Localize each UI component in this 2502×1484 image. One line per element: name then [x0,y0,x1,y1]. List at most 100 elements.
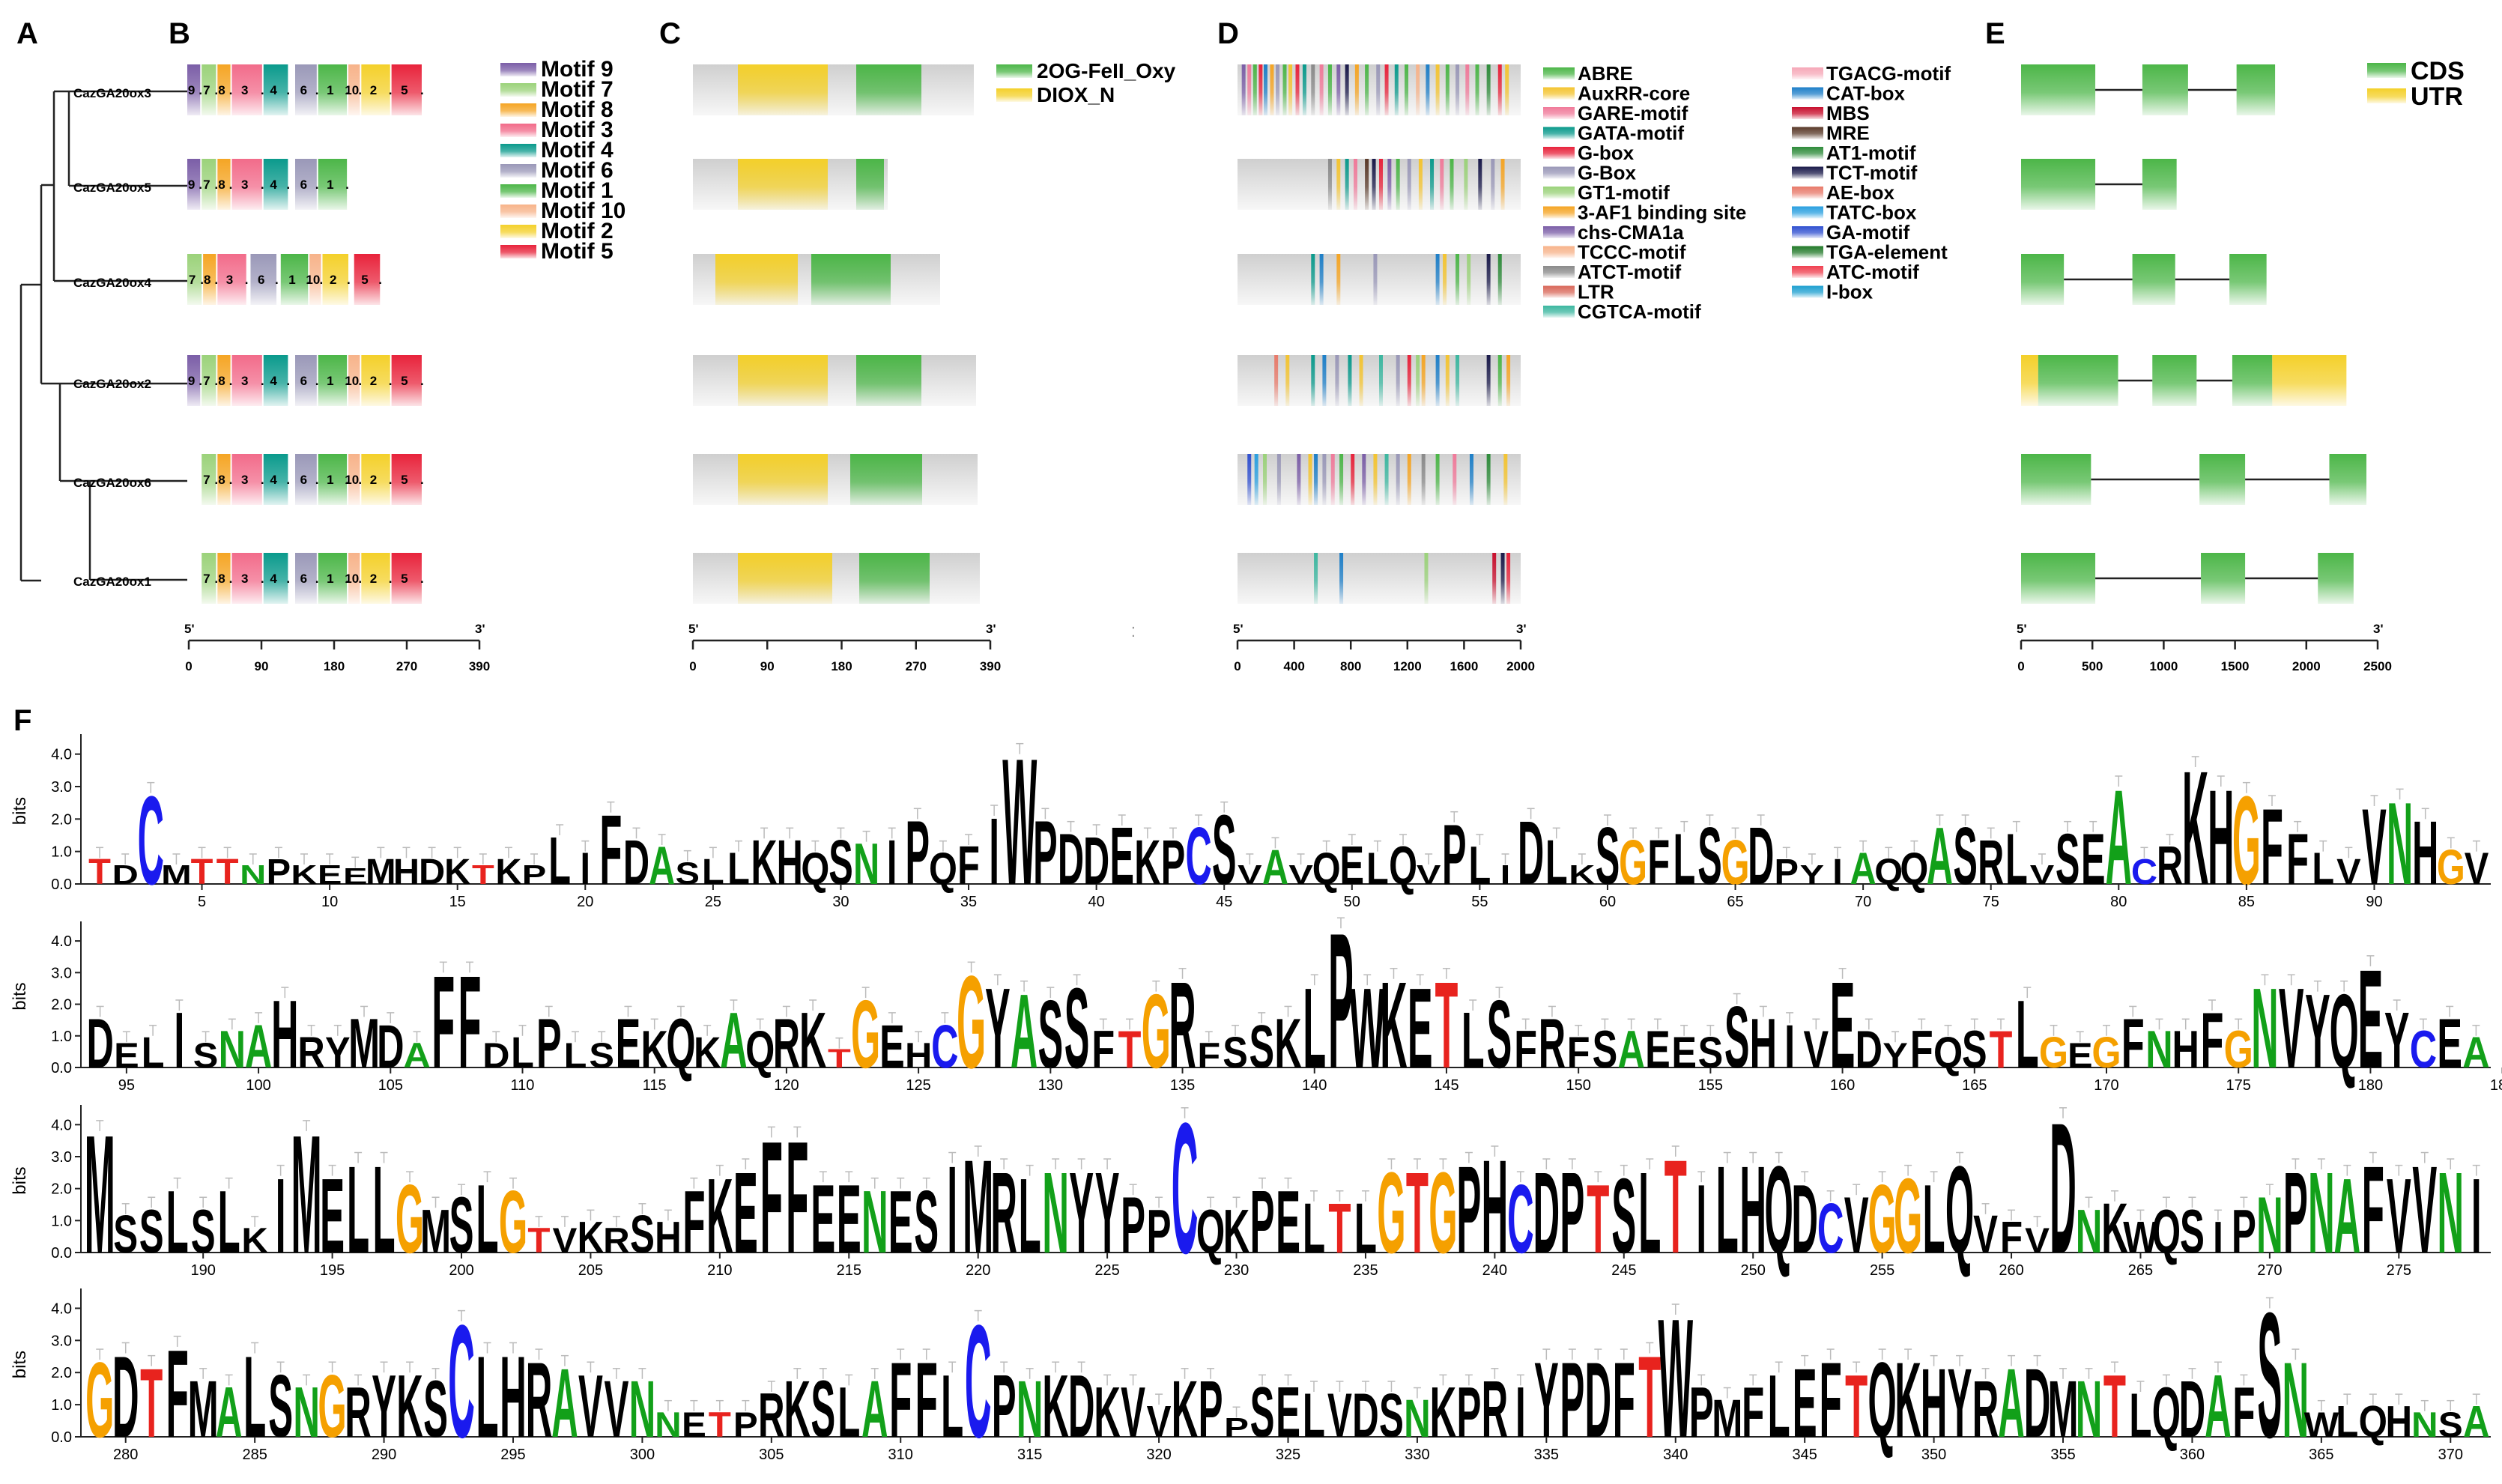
panel-label-d: D [1217,17,1239,50]
logo-residue: E [1408,965,1433,1093]
motif-box: 4. [263,355,290,406]
position-tick-label: 240 [1482,1262,1507,1279]
cds-box [2318,553,2354,604]
cis-element-mark [1445,64,1450,115]
promoter-row [1238,254,1521,305]
motif-number: 6 [300,178,307,192]
cis-legend-item: TGACG-motif [1792,62,1951,85]
position-tick-label: 280 [113,1447,138,1463]
logo-residue: A [2106,763,2132,914]
logo-residue: Y [325,1028,351,1076]
domain-legend-item: 2OG-FeII_Oxy [996,59,1176,82]
promoter-row [1238,553,1521,604]
motif-separator: . [286,572,290,586]
motif-box: 5. [391,553,424,604]
cis-legend-item: AuxRR-core [1543,82,1690,105]
axis-tick-label: 2000 [1506,659,1535,673]
logo-residue: A [1998,1348,2025,1458]
svg-text:TCT-motif: TCT-motif [1826,162,1918,184]
logo-residue: F [1091,1020,1115,1079]
motif-box: 2. [361,64,392,115]
svg-text:TATC-box: TATC-box [1826,202,1917,224]
cis-element-mark [1424,553,1429,604]
logo-residue: P [992,1357,1017,1456]
motif-separator: . [261,572,264,586]
motif-number: 3 [241,178,248,192]
domain-axis: 0 90 180 270 390 5' 3' [688,622,1001,673]
logo-residue: A [2463,1397,2490,1447]
logo-residue: K [495,852,521,892]
logo-residue: M [1712,1389,1742,1449]
motif-box: 1. [318,553,349,604]
logo-residue: A [649,836,675,897]
motif-separator: . [199,178,202,192]
logo-residue: H [777,827,803,897]
protein-domain-row [693,355,976,406]
motif-box: 7. [187,254,204,305]
motif-separator: . [345,178,349,192]
panel-label-a: A [16,17,38,50]
bits-tick-label: 1.0 [51,1397,72,1414]
motif-box: 3. [231,159,264,210]
motif-box: 2. [322,254,351,305]
position-tick-label: 10 [321,894,338,910]
gene-legend-item: CDS [2367,57,2465,85]
cds-box [2021,64,2096,115]
cds-box [2152,355,2197,406]
logo-residue: R [2157,836,2183,897]
motif-number: 3 [241,83,248,97]
motif-number: 1 [327,572,333,586]
cis-element-mark [1491,159,1495,210]
svg-text:Motif 6: Motif 6 [541,158,614,183]
cis-legend-item: AE-box [1792,181,1895,204]
cis-element-mark [1247,64,1252,115]
motif-box: 1. [280,254,310,305]
cis-element-mark [1274,355,1279,406]
cis-element-mark [1319,64,1324,115]
domain-legend-item: DIOX_N [996,83,1115,106]
motif-separator: . [229,473,233,487]
position-tick-label: 290 [372,1447,396,1463]
motif-box: 7. [202,64,218,115]
logo-residue: P [1033,804,1057,904]
svg-text:GARE-motif: GARE-motif [1578,102,1688,124]
motif-separator: . [286,83,290,97]
position-tick-label: 295 [500,1447,525,1463]
cis-element-mark [1311,64,1315,115]
svg-text:Motif 5: Motif 5 [541,239,614,264]
logo-residue: P [2283,1148,2308,1277]
motif-box: 4. [263,159,290,210]
position-tick-label: 305 [759,1447,784,1463]
logo-residue: K [241,1221,268,1261]
cis-element-mark [1407,355,1411,406]
cis-legend-item: TATC-box [1792,202,1917,224]
bits-axis-label: bits [10,797,30,825]
cis-element-mark [1387,159,1392,210]
cis-element-mark [1435,355,1440,406]
gene-label: CazGA20ox2 [73,377,151,391]
motif-separator: . [214,374,218,388]
position-tick-label: 20 [577,894,593,910]
logo-residue: S [914,1173,939,1272]
position-tick-label: 165 [1962,1077,1987,1094]
motif-separator: . [261,83,264,97]
gene-label: CazGA20ox6 [73,476,151,490]
cis-element-mark [1469,454,1473,505]
domain-box [811,254,891,305]
motif-separator: . [358,473,362,487]
logo-residue: C [138,771,164,911]
motif-separator: . [420,374,424,388]
motif-number: 3 [241,473,248,487]
logo-residue: F [600,796,623,906]
axis-tick-label: 400 [1283,659,1304,673]
logo-residue: I [1832,852,1843,892]
motif-legend-item: Motif 10 [500,199,626,223]
cis-legend-item: GT1-motif [1543,181,1670,204]
cis-element-mark [1376,64,1381,115]
motif-separator: . [358,572,362,586]
gene-label: CazGA20ox1 [73,575,151,589]
position-tick-label: 210 [707,1262,732,1279]
logo-residue: K [2101,1190,2128,1268]
axis-tick-label: 180 [324,659,345,673]
svg-text:3-AF1 binding site: 3-AF1 binding site [1578,202,1746,224]
